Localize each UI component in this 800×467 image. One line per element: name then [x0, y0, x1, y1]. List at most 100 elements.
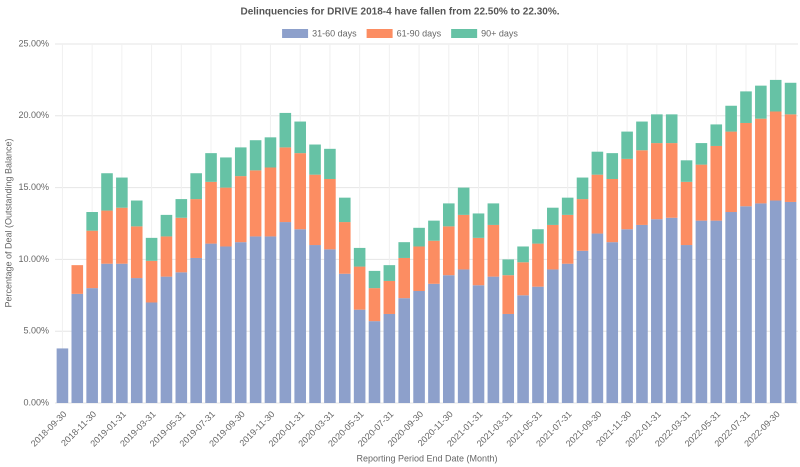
bar-segment — [517, 246, 529, 263]
bar-segment — [606, 153, 619, 179]
bar-segment — [561, 214, 574, 264]
bar-segment — [116, 263, 128, 403]
bar-segment — [101, 210, 113, 264]
bar-segment — [621, 158, 633, 230]
bar-segment — [621, 131, 633, 159]
bar-segment — [576, 199, 589, 251]
bar-segment — [784, 201, 797, 403]
bar-segment — [695, 220, 708, 403]
bar-segment — [769, 79, 782, 112]
bar-segment — [740, 206, 752, 403]
bar-segment — [413, 290, 425, 403]
bar-segment — [428, 240, 440, 284]
bar-segment — [457, 269, 470, 403]
bar-segment — [353, 266, 366, 310]
bar-segment — [665, 217, 678, 403]
bar-segment — [398, 298, 411, 403]
bar-segment — [547, 224, 559, 270]
bar-segment — [190, 257, 202, 403]
bar-segment — [383, 280, 396, 314]
y-tick-label: 10.00% — [18, 254, 49, 264]
bar-segment — [561, 197, 574, 215]
bar-segment — [160, 236, 173, 277]
bar-segment — [56, 348, 69, 403]
bar-segment — [755, 85, 767, 119]
bar-segment — [784, 82, 797, 115]
bar-segment — [695, 164, 708, 221]
bar-segment — [769, 200, 782, 403]
bar-segment — [234, 147, 247, 177]
bar-segment — [413, 246, 425, 291]
bar-segment — [576, 250, 589, 403]
bar-segment — [487, 276, 500, 403]
bar-segment — [561, 263, 574, 403]
bar-segment — [190, 199, 202, 258]
bar-segment — [517, 262, 529, 296]
bar-segment — [324, 249, 336, 403]
bar-segment — [116, 177, 128, 208]
bar-segment — [636, 224, 648, 403]
bar-segment — [101, 173, 113, 211]
legend-label: 61-90 days — [397, 28, 442, 38]
bar-segment — [487, 224, 500, 277]
bar-segment — [725, 105, 737, 132]
bar-segment — [101, 263, 113, 403]
bar-segment — [769, 111, 782, 201]
bar-segment — [220, 187, 232, 247]
bar-segment — [710, 145, 723, 221]
bar-segment — [86, 212, 98, 231]
bar-segment — [502, 313, 515, 403]
bar-segment — [383, 265, 396, 281]
bar-segment — [145, 260, 158, 303]
bar-segment — [740, 91, 752, 123]
bar-segment — [116, 207, 128, 264]
bar-segment — [591, 151, 604, 175]
bar-segment — [680, 160, 693, 182]
bar-segment — [294, 229, 306, 403]
bar-segment — [175, 217, 188, 273]
bar-segment — [621, 229, 633, 403]
bar-segment — [457, 187, 470, 215]
bar-segment — [368, 270, 381, 289]
bar-segment — [487, 203, 500, 225]
bar-segment — [755, 203, 767, 403]
bar-segment — [680, 245, 693, 403]
bar-segment — [130, 226, 143, 279]
bar-segment — [249, 140, 262, 171]
bar-segment — [680, 181, 693, 246]
bar-segment — [651, 143, 663, 220]
bar-segment — [532, 286, 544, 403]
bar-segment — [413, 227, 425, 247]
bar-segment — [368, 288, 381, 322]
y-tick-label: 15.00% — [18, 182, 49, 192]
legend-label: 90+ days — [481, 28, 518, 38]
bar-segment — [220, 246, 232, 403]
bar-segment — [472, 237, 485, 286]
bar-segment — [175, 272, 188, 403]
bar-segment — [636, 150, 648, 225]
bar-segment — [547, 207, 559, 225]
bar-segment — [205, 181, 217, 244]
y-tick-label: 5.00% — [23, 326, 49, 336]
bar-segment — [264, 236, 277, 403]
legend-swatch — [451, 29, 478, 38]
bar-segment — [338, 273, 351, 403]
bar-segment — [71, 293, 84, 403]
bar-segment — [160, 214, 173, 237]
bar-segment — [264, 137, 277, 168]
bar-segment — [651, 219, 663, 403]
bar-segment — [532, 229, 544, 244]
y-tick-label: 20.00% — [18, 110, 49, 120]
bar-segment — [442, 226, 455, 276]
bar-segment — [220, 157, 232, 188]
bar-segment — [606, 178, 619, 243]
bar-segment — [755, 118, 767, 204]
bar-segment — [86, 230, 98, 289]
bar-segment — [338, 222, 351, 274]
bar-segment — [324, 148, 336, 179]
bar-segment — [205, 243, 217, 403]
bar-segment — [442, 275, 455, 403]
y-axis-title: Percentage of Deal (Outstanding Balance) — [3, 138, 13, 307]
bar-segment — [457, 214, 470, 270]
